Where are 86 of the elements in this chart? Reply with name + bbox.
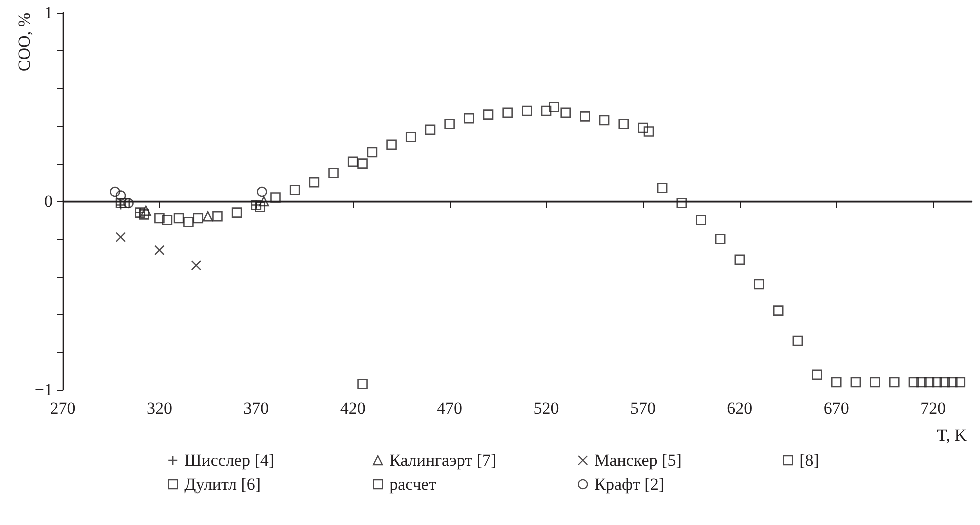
point [676, 198, 688, 209]
x-tick-label: 270 [50, 399, 76, 418]
point [162, 215, 173, 226]
legend-label: Шисслер [4] [184, 451, 275, 470]
point [191, 260, 202, 271]
point [257, 186, 268, 198]
point [154, 213, 165, 224]
y-axis-title: COO, % [15, 13, 34, 72]
point [850, 377, 862, 388]
point [116, 190, 126, 201]
point [908, 377, 920, 388]
x-tick-label: 620 [727, 399, 753, 418]
point [638, 122, 648, 134]
point [290, 185, 300, 196]
point [696, 215, 706, 226]
point [309, 178, 320, 188]
x-tick-label: 470 [437, 399, 463, 418]
y-tick-label: −1 [34, 380, 53, 400]
point [940, 377, 950, 388]
point [367, 147, 378, 158]
point [870, 377, 880, 388]
point [549, 102, 560, 112]
point [734, 254, 746, 266]
point [348, 156, 358, 168]
legend-label: Калингаэрт [7] [390, 451, 497, 470]
point [932, 377, 942, 388]
point [110, 186, 120, 198]
point [328, 168, 339, 178]
point [193, 213, 204, 224]
point [444, 119, 455, 130]
point [270, 192, 281, 203]
point [522, 106, 532, 116]
point [386, 140, 397, 150]
point [792, 336, 804, 346]
point [560, 108, 571, 118]
point [644, 126, 654, 137]
point [358, 379, 368, 390]
point [358, 158, 368, 169]
point [948, 377, 958, 388]
point [258, 196, 270, 207]
x-tick-label: 570 [630, 399, 656, 418]
point [406, 132, 416, 143]
point [141, 206, 152, 216]
point [255, 202, 266, 212]
point [773, 306, 784, 316]
point [754, 279, 764, 290]
point [174, 213, 184, 224]
legend-label: Крафт [2] [594, 475, 665, 494]
x-tick-label: 370 [244, 399, 270, 418]
point [889, 377, 900, 388]
point [580, 112, 590, 122]
point [541, 106, 552, 116]
legend-label: расчет [390, 475, 437, 494]
point [116, 232, 126, 242]
point [924, 377, 935, 388]
point [916, 377, 927, 388]
point [154, 245, 165, 256]
x-tick-label: 670 [824, 399, 850, 418]
legend-label: Манскер [5] [594, 451, 682, 470]
legend-label: Дулитл [6] [184, 475, 262, 494]
point [124, 198, 134, 209]
point [657, 183, 668, 194]
y-tick-label: 1 [44, 4, 53, 22]
point [812, 370, 822, 380]
x-tick-label: 320 [146, 399, 172, 418]
point [955, 377, 966, 388]
x-tick-label: 420 [340, 399, 366, 418]
point [831, 377, 842, 388]
point [483, 110, 494, 120]
legend-label: [8] [800, 451, 820, 470]
point [202, 211, 214, 222]
point [212, 211, 223, 222]
x-tick-label: 520 [534, 399, 560, 418]
point [139, 210, 150, 220]
point [464, 113, 474, 124]
point [184, 217, 194, 228]
point [232, 208, 242, 218]
point [715, 234, 726, 244]
y-tick-label: 0 [44, 192, 53, 211]
point [599, 115, 610, 126]
point [425, 124, 436, 136]
x-tick-label: 720 [920, 399, 946, 418]
x-axis-title: T, K [937, 426, 968, 445]
point [502, 108, 513, 118]
point [120, 198, 130, 209]
point [618, 119, 630, 130]
